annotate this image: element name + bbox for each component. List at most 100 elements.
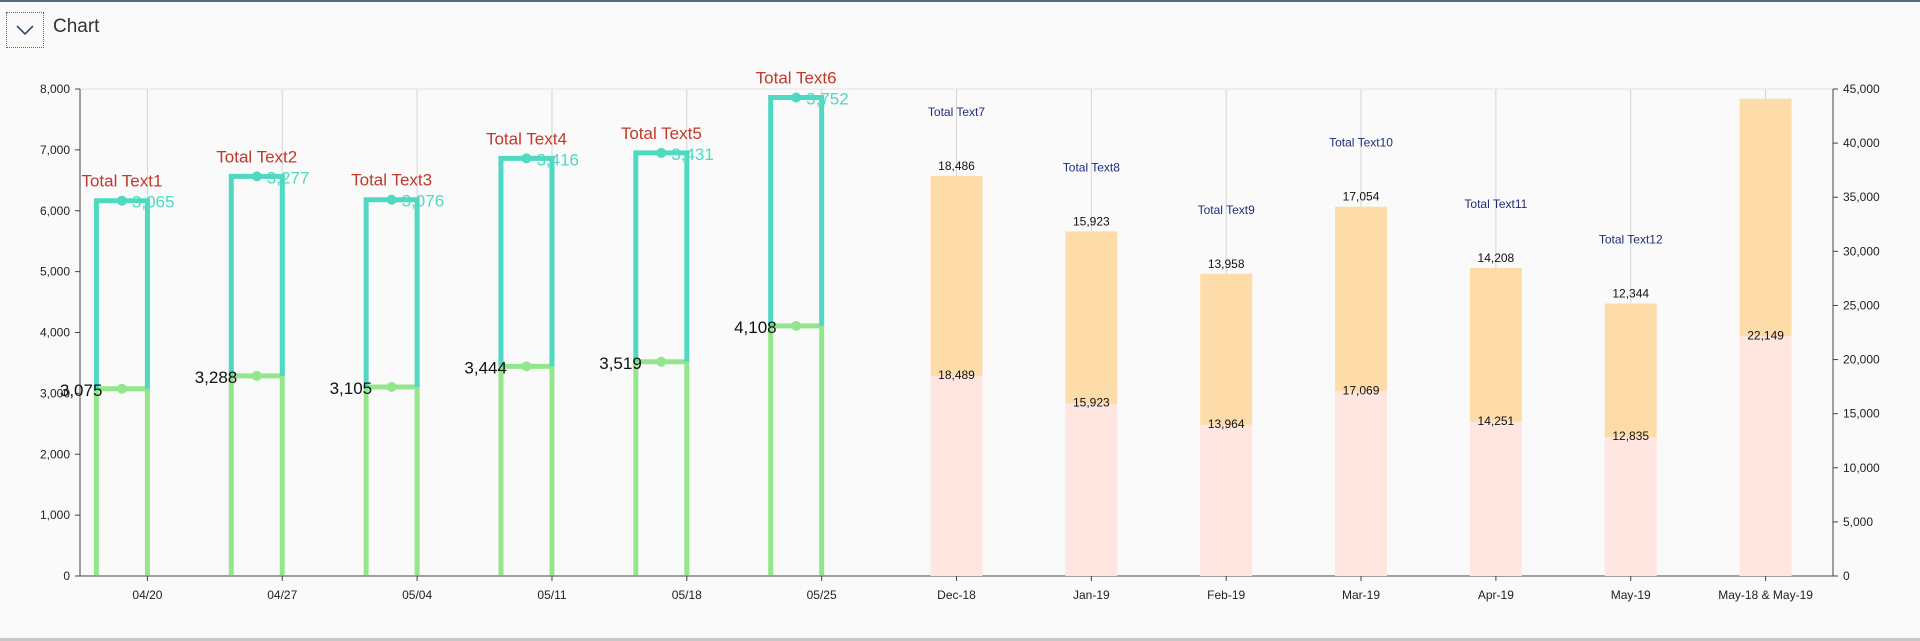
upper-value-label: 14,208 <box>1478 251 1515 265</box>
green-step-bar <box>363 384 420 575</box>
green-step-bar <box>633 359 690 575</box>
green-marker <box>251 370 262 381</box>
lower-value-label: 12,835 <box>1612 429 1649 443</box>
left-axis-tick-label: 5,000 <box>40 265 70 279</box>
x-axis-tick-label: Apr-19 <box>1478 588 1514 602</box>
total-label: Total Text1 <box>81 172 162 191</box>
total-label: Total Text7 <box>928 105 985 119</box>
chart-header: Chart <box>0 10 400 50</box>
pink-bar-segment <box>1469 421 1522 576</box>
lower-value-label: 15,923 <box>1073 396 1110 410</box>
collapse-toggle-button[interactable] <box>6 12 44 48</box>
upper-value-label: 3,416 <box>536 150 579 169</box>
x-axis-tick-label: 04/27 <box>267 588 297 602</box>
x-axis-tick-label: Dec-18 <box>937 588 976 602</box>
upper-value-label: 3,076 <box>402 192 445 211</box>
total-label: Total Text6 <box>756 69 837 88</box>
total-label: Total Text4 <box>486 129 567 148</box>
total-label: Total Text12 <box>1599 233 1663 247</box>
total-label: Total Text10 <box>1329 136 1393 150</box>
peach-bar-segment <box>1604 303 1657 438</box>
chevron-down-icon <box>16 25 34 36</box>
green-marker <box>791 320 802 331</box>
upper-value-label: 3,752 <box>806 90 849 109</box>
upper-value-label: 17,054 <box>1343 190 1380 204</box>
green-step-bar <box>93 386 150 575</box>
x-axis-tick-label: May-19 <box>1611 588 1651 602</box>
teal-step-bar <box>768 95 825 326</box>
pink-bar-segment <box>1604 437 1657 576</box>
green-step-bar <box>498 363 555 575</box>
left-axis-tick-label: 2,000 <box>40 447 70 461</box>
lower-value-label: 22,149 <box>1747 328 1784 342</box>
teal-step-bar <box>93 198 150 389</box>
lower-value-label: 3,288 <box>195 368 238 387</box>
pink-bar-segment <box>1739 336 1792 576</box>
x-axis-tick-label: 05/18 <box>672 588 702 602</box>
lower-value-label: 17,069 <box>1343 383 1380 397</box>
green-step-bar <box>768 323 825 575</box>
peach-bar-segment <box>930 175 983 376</box>
upper-value-label: 12,344 <box>1612 287 1649 301</box>
peach-bar-segment <box>1200 273 1253 425</box>
teal-step-bar <box>498 155 555 367</box>
upper-value-label: 3,065 <box>132 193 175 212</box>
right-axis-tick-label: 20,000 <box>1843 353 1880 367</box>
teal-marker <box>521 153 532 164</box>
lower-value-label: 3,519 <box>599 354 642 373</box>
green-marker <box>386 381 397 392</box>
green-step-bar <box>228 373 285 575</box>
lower-value-label: 4,108 <box>734 318 777 337</box>
teal-marker <box>116 195 127 206</box>
right-axis-tick-label: 40,000 <box>1843 136 1880 150</box>
lower-value-label: 3,075 <box>60 381 103 400</box>
x-axis-tick-label: 04/20 <box>132 588 162 602</box>
right-axis-tick-label: 15,000 <box>1843 407 1880 421</box>
teal-marker <box>791 92 802 103</box>
green-marker <box>521 361 532 372</box>
peach-bar-segment <box>1335 206 1388 392</box>
lower-value-label: 3,444 <box>464 358 507 377</box>
left-axis-tick-label: 7,000 <box>40 143 70 157</box>
teal-step-bar <box>228 173 285 376</box>
right-axis-tick-label: 25,000 <box>1843 298 1880 312</box>
left-axis-tick-label: 3,000 <box>40 386 70 400</box>
right-axis-tick-label: 5,000 <box>1843 515 1873 529</box>
total-label: Total Text11 <box>1464 197 1527 211</box>
x-axis-tick-label: Feb-19 <box>1207 588 1245 602</box>
right-axis-tick-label: 35,000 <box>1843 190 1880 204</box>
total-label: Total Text9 <box>1198 203 1255 217</box>
x-axis-tick-label: 05/04 <box>402 588 432 602</box>
x-axis-tick-label: 05/11 <box>537 588 566 602</box>
right-axis-tick-label: 0 <box>1843 569 1850 583</box>
left-axis-tick-label: 1,000 <box>40 508 70 522</box>
lower-value-label: 13,964 <box>1208 417 1245 431</box>
green-marker <box>656 356 667 367</box>
teal-marker <box>656 147 667 158</box>
right-axis-tick-label: 30,000 <box>1843 244 1880 258</box>
lower-value-label: 18,489 <box>938 368 975 382</box>
pink-bar-segment <box>1065 403 1118 576</box>
x-axis-tick-label: 05/25 <box>807 588 837 602</box>
lower-value-label: 3,105 <box>330 379 373 398</box>
right-axis-tick-label: 10,000 <box>1843 461 1880 475</box>
left-axis-tick-label: 4,000 <box>40 326 70 340</box>
upper-value-label: 13,958 <box>1208 257 1245 271</box>
total-label: Total Text2 <box>216 147 297 166</box>
chart-title: Chart <box>53 16 100 37</box>
peach-bar-segment <box>1469 268 1522 422</box>
peach-bar-segment <box>1065 231 1118 404</box>
upper-value-label: 3,431 <box>671 145 714 164</box>
green-marker <box>116 383 127 394</box>
bottom-border <box>0 638 1920 641</box>
x-axis-tick-label: May-18 & May-19 <box>1718 588 1813 602</box>
x-axis-tick-label: Mar-19 <box>1342 588 1380 602</box>
total-label: Total Text8 <box>1063 160 1120 174</box>
total-label: Total Text3 <box>351 171 432 190</box>
left-axis-tick-label: 6,000 <box>40 204 70 218</box>
top-border <box>0 0 1920 2</box>
left-axis-tick-label: 0 <box>63 569 70 583</box>
pink-bar-segment <box>1335 391 1388 576</box>
x-axis-tick-label: Jan-19 <box>1073 588 1110 602</box>
